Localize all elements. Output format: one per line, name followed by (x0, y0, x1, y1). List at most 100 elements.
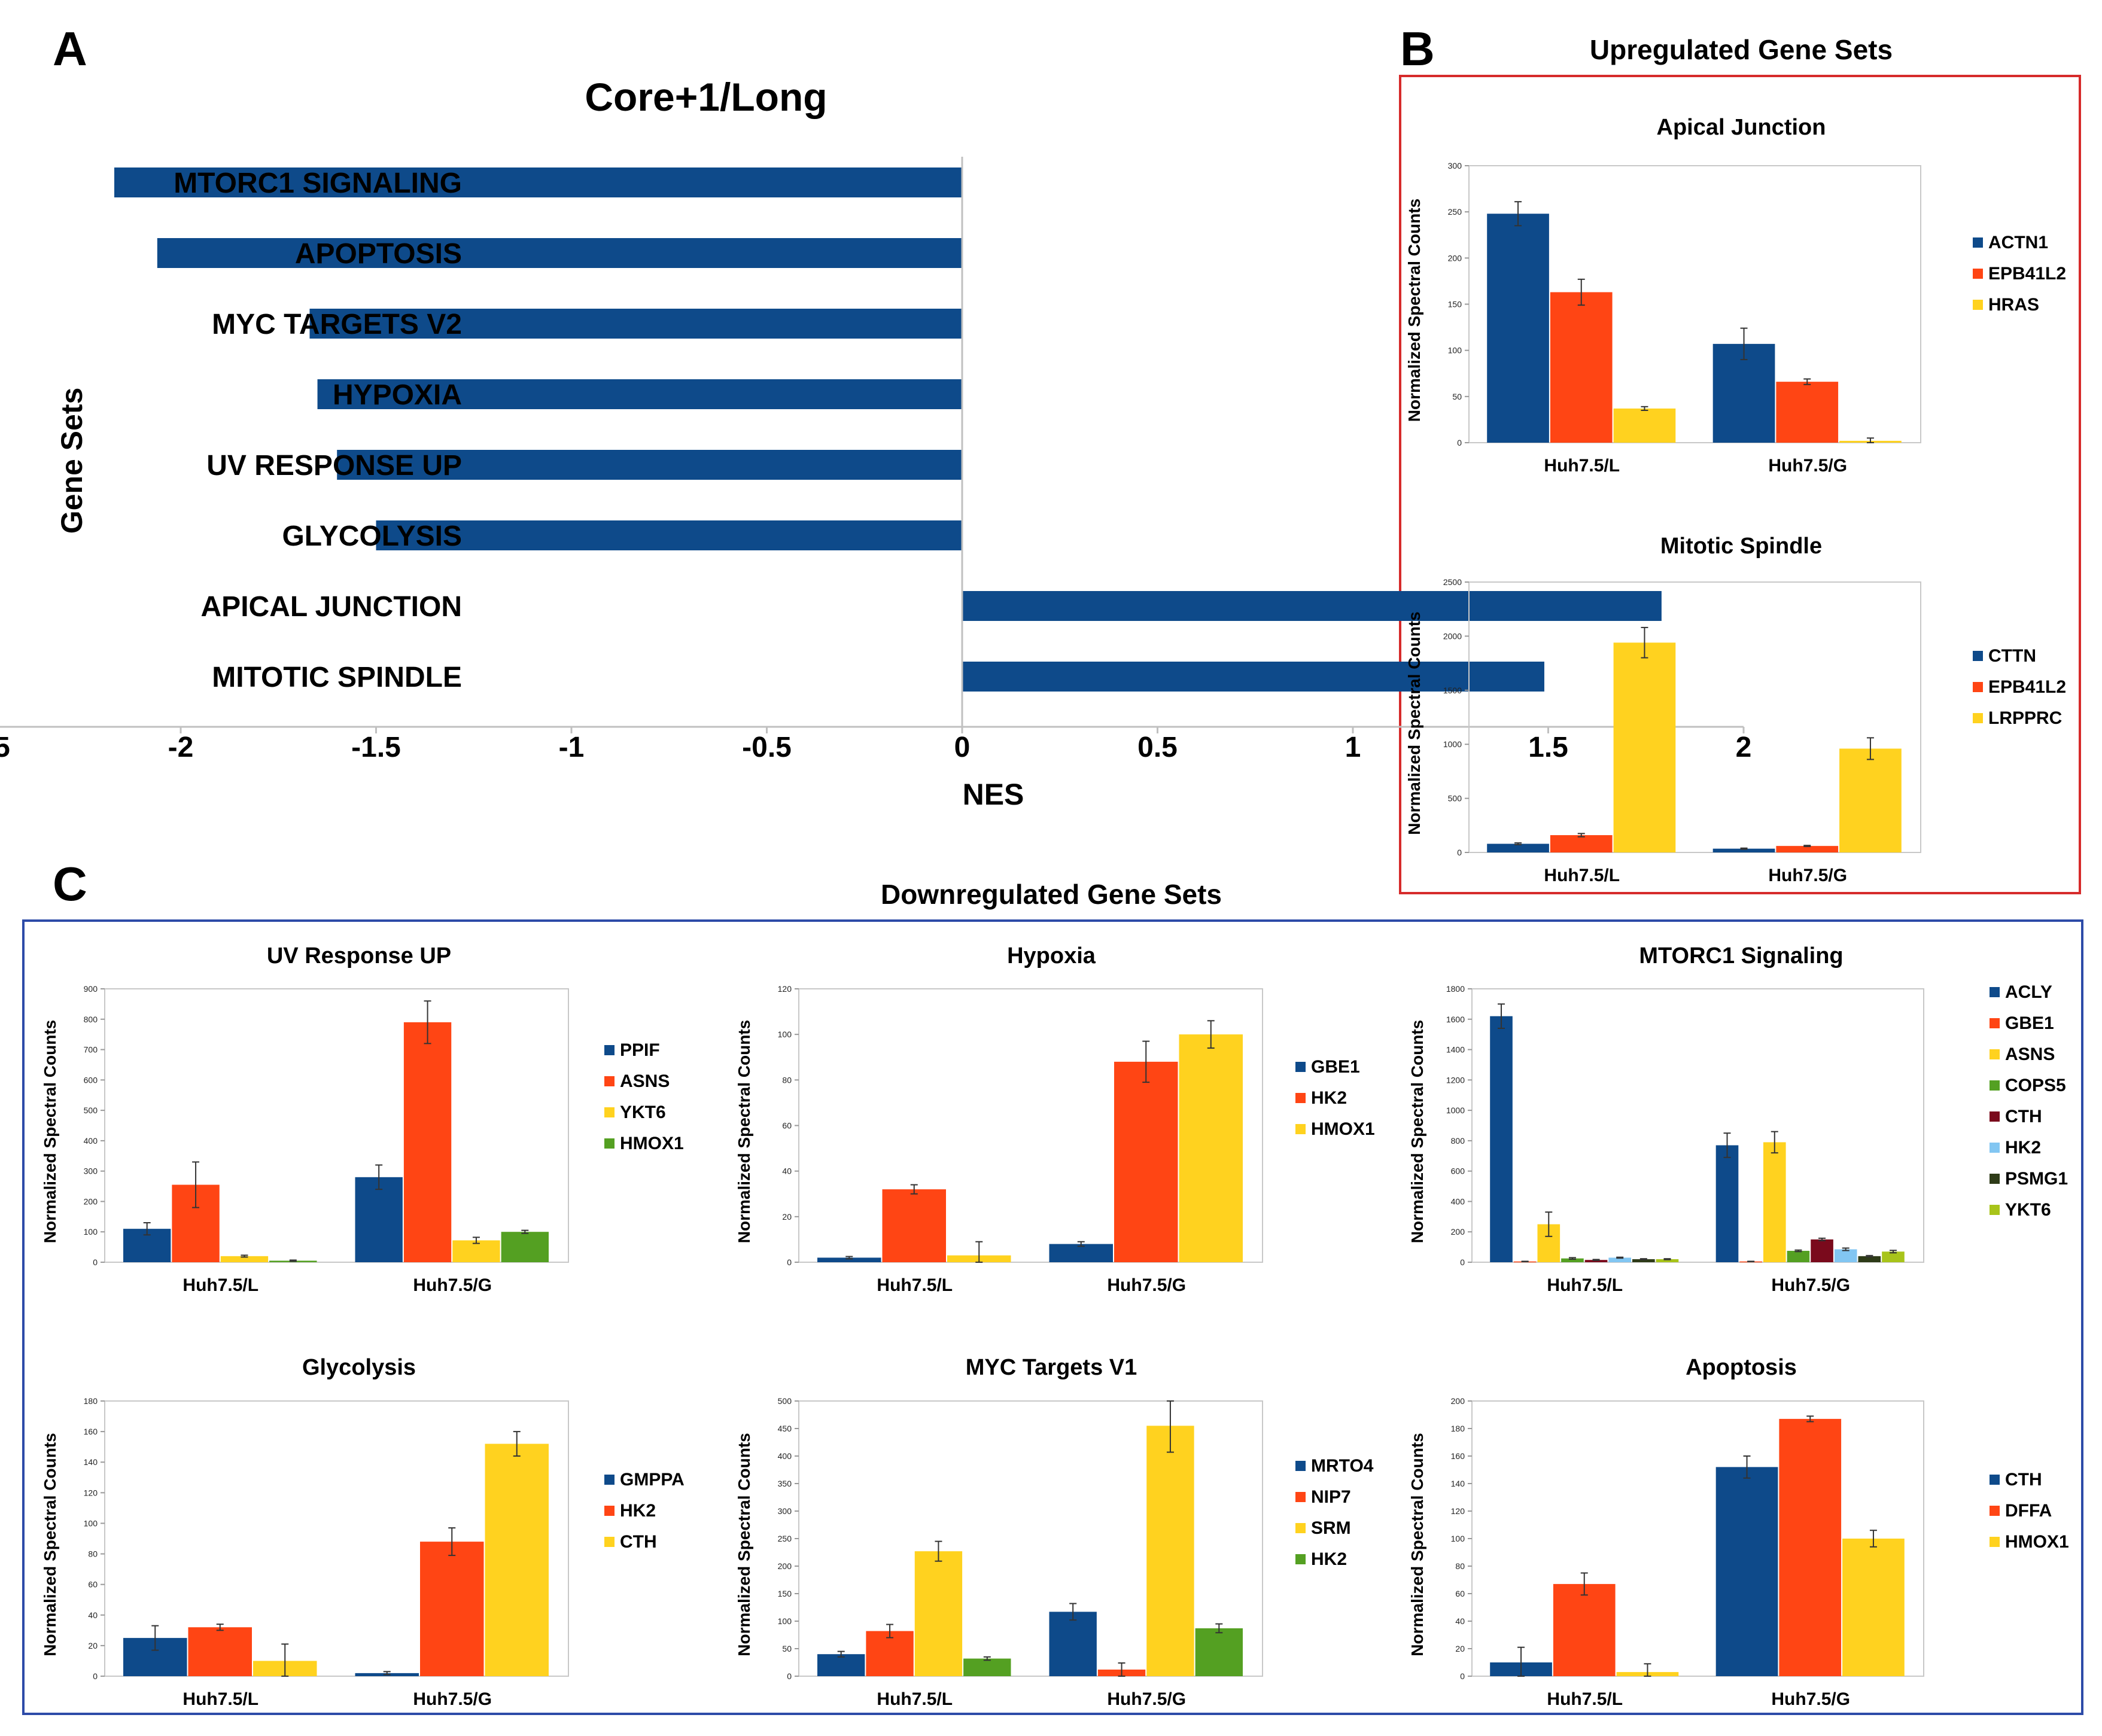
hypoxia-legend-label-hk2: HK2 (1311, 1088, 1347, 1108)
chart-a-x-axis-label: NES (963, 778, 1024, 811)
chart-a-x-tick-label: 2 (1736, 732, 1752, 763)
apical-junction-bar-epb41l2-huh7-5-g (1776, 382, 1839, 443)
apical-junction-category-label: Huh7.5/G (1768, 456, 1847, 476)
myc-targets-v1-y-tick-label: 450 (778, 1424, 792, 1433)
myc-targets-v1-bar-srm-huh7-5-g (1146, 1426, 1194, 1676)
mtorc1-signaling-bar-acly-huh7-5-g (1715, 1145, 1739, 1262)
apoptosis-y-tick-label: 40 (1455, 1616, 1465, 1626)
myc-targets-v1-category-label: Huh7.5/L (877, 1689, 953, 1709)
uv-response-up-y-tick-label: 200 (84, 1196, 98, 1206)
mtorc1-signaling-legend-swatch-ykt6 (1990, 1205, 2000, 1215)
panel-label-a: A (53, 22, 87, 75)
glycolysis-y-axis-label: Normalized Spectral Counts (41, 1433, 59, 1656)
uv-response-up-y-tick-label: 700 (84, 1045, 98, 1055)
mtorc1-signaling-y-tick-label: 400 (1451, 1196, 1465, 1206)
mtorc1-signaling-y-tick-label: 600 (1451, 1167, 1465, 1176)
apoptosis-legend-label-dffa: DFFA (2005, 1501, 2052, 1521)
mtorc1-signaling-legend-label-cops5: COPS5 (2005, 1076, 2066, 1095)
uv-response-up-title: UV Response UP (267, 943, 451, 968)
chart-a-x-tick-label: 0 (954, 732, 971, 763)
nes-category-label-uv-response-up: UV RESPONSE UP (206, 450, 462, 482)
hypoxia-bar-gbe1-huh7-5-g (1049, 1244, 1113, 1262)
mtorc1-signaling-category-label: Huh7.5/G (1771, 1275, 1850, 1295)
glycolysis-y-tick-label: 100 (84, 1518, 98, 1528)
myc-targets-v1-legend-label-mrto4: MRTO4 (1311, 1456, 1374, 1476)
mtorc1-signaling-y-tick-label: 800 (1451, 1136, 1465, 1146)
myc-targets-v1-category-label: Huh7.5/G (1107, 1689, 1186, 1709)
uv-response-up-plot-frame (104, 988, 569, 1263)
apoptosis-category-label: Huh7.5/G (1771, 1689, 1850, 1709)
myc-targets-v1-legend-label-hk2: HK2 (1311, 1549, 1347, 1569)
mtorc1-signaling-y-tick-label: 1600 (1446, 1015, 1465, 1024)
glycolysis-legend-label-cth: CTH (620, 1532, 657, 1552)
myc-targets-v1-y-tick-label: 0 (787, 1671, 792, 1681)
mtorc1-signaling-plot-frame (1471, 988, 1924, 1263)
myc-targets-v1-title: MYC Targets V1 (966, 1355, 1137, 1380)
panel-label-b: B (1400, 22, 1435, 75)
hypoxia-y-axis-label: Normalized Spectral Counts (735, 1020, 753, 1243)
apoptosis-y-tick-label: 20 (1455, 1644, 1465, 1653)
myc-targets-v1-legend-label-srm: SRM (1311, 1518, 1351, 1538)
mitotic-spindle-title: Mitotic Spindle (1660, 534, 1822, 559)
nes-bar-mtorc1-signaling (114, 167, 963, 197)
mtorc1-signaling-legend-swatch-acly (1990, 987, 2000, 997)
uv-response-up-legend-label-hmox1: HMOX1 (620, 1134, 684, 1153)
apical-junction-y-axis-label: Normalized Spectral Counts (1405, 199, 1423, 422)
mtorc1-signaling-bar-cops5-huh7-5-g (1787, 1250, 1810, 1262)
mitotic-spindle-bar-epb41l2-huh7-5-l (1550, 835, 1613, 852)
glycolysis-legend-label-gmppa: GMPPA (620, 1470, 685, 1490)
mtorc1-signaling-legend-swatch-cth (1990, 1111, 2000, 1122)
glycolysis-y-tick-label: 180 (84, 1396, 98, 1406)
apical-junction-legend-label-epb41l2: EPB41L2 (1988, 264, 2066, 284)
myc-targets-v1-y-tick-label: 350 (778, 1479, 792, 1488)
myc-targets-v1-y-tick-label: 200 (778, 1561, 792, 1571)
myc-targets-v1-bar-mrto4-huh7-5-g (1049, 1612, 1097, 1676)
apoptosis-bar-dffa-huh7-5-g (1779, 1418, 1842, 1676)
myc-targets-v1-bar-srm-huh7-5-l (914, 1551, 963, 1676)
mtorc1-signaling-bar-acly-huh7-5-l (1490, 1016, 1513, 1262)
apical-junction-y-tick-label: 100 (1448, 346, 1462, 355)
mitotic-spindle-legend-swatch-lrpprc (1973, 713, 1983, 723)
apical-junction-legend-label-actn1: ACTN1 (1988, 233, 2048, 252)
myc-targets-v1-legend-label-nip7: NIP7 (1311, 1487, 1351, 1507)
uv-response-up-y-tick-label: 300 (84, 1167, 98, 1176)
uv-response-up-category-label: Huh7.5/G (413, 1275, 492, 1295)
hypoxia-legend-swatch-gbe1 (1295, 1062, 1306, 1072)
apoptosis-bar-dffa-huh7-5-l (1553, 1583, 1616, 1676)
mitotic-spindle-plot-frame (1468, 581, 1921, 853)
uv-response-up-y-tick-label: 400 (84, 1136, 98, 1146)
hypoxia-legend-swatch-hmox1 (1295, 1124, 1306, 1134)
uv-response-up-bar-ykt6-huh7-5-g (452, 1240, 500, 1262)
glycolysis-legend-swatch-hk2 (604, 1506, 615, 1516)
apical-junction-bar-actn1-huh7-5-g (1712, 343, 1775, 443)
glycolysis-y-tick-label: 0 (93, 1671, 98, 1681)
glycolysis-y-tick-label: 140 (84, 1457, 98, 1467)
apical-junction-bar-epb41l2-huh7-5-l (1550, 292, 1613, 443)
mtorc1-signaling-legend-label-gbe1: GBE1 (2005, 1013, 2054, 1033)
myc-targets-v1-legend-swatch-hk2 (1295, 1554, 1306, 1564)
apoptosis-legend-label-cth: CTH (2005, 1470, 2042, 1490)
glycolysis-title: Glycolysis (302, 1355, 416, 1380)
mitotic-spindle-y-tick-label: 1000 (1443, 739, 1462, 749)
apoptosis-legend-swatch-dffa (1990, 1506, 2000, 1516)
nes-bar-uv-response-up (337, 450, 963, 480)
mtorc1-signaling-bar-psmg1-huh7-5-g (1858, 1256, 1881, 1262)
mtorc1-signaling-legend-swatch-asns (1990, 1049, 2000, 1059)
apical-junction-title: Apical Junction (1657, 115, 1826, 140)
apoptosis-legend-label-hmox1: HMOX1 (2005, 1532, 2069, 1552)
nes-bar-mitotic-spindle (962, 662, 1544, 692)
apical-junction-y-tick-label: 0 (1457, 438, 1462, 447)
chart-a-x-tick-label: -1.5 (351, 732, 401, 763)
glycolysis-category-label: Huh7.5/L (182, 1689, 258, 1709)
glycolysis-legend-swatch-gmppa (604, 1475, 615, 1485)
mtorc1-signaling-legend-label-asns: ASNS (2005, 1044, 2055, 1064)
myc-targets-v1-legend-swatch-nip7 (1295, 1492, 1306, 1502)
mitotic-spindle-bar-lrpprc-huh7-5-g (1839, 748, 1902, 852)
mtorc1-signaling-category-label: Huh7.5/L (1547, 1275, 1623, 1295)
nes-bar-hypoxia (317, 379, 962, 409)
uv-response-up-y-tick-label: 600 (84, 1075, 98, 1085)
apical-junction-y-tick-label: 50 (1452, 392, 1462, 401)
mtorc1-signaling-legend-swatch-gbe1 (1990, 1018, 2000, 1028)
mtorc1-signaling-legend-label-acly: ACLY (2005, 982, 2052, 1002)
